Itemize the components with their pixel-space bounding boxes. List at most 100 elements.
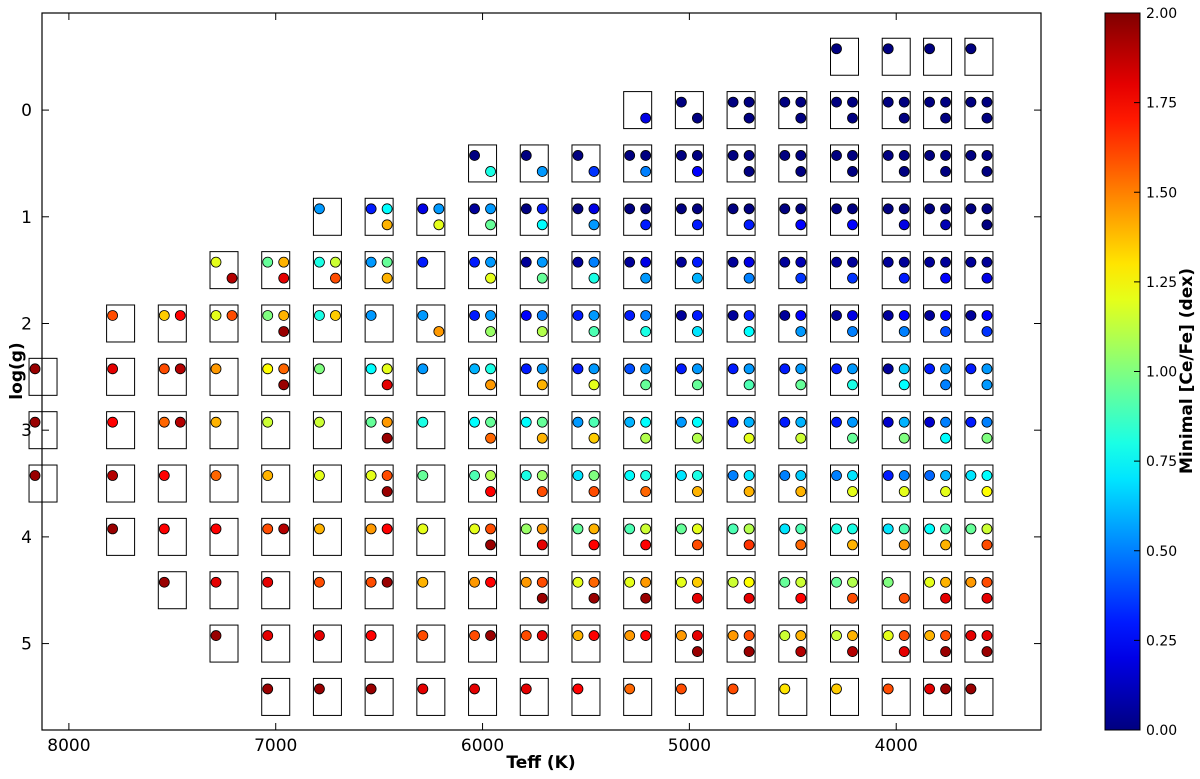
dot xyxy=(795,523,807,535)
dot xyxy=(743,646,755,657)
cell-box xyxy=(674,464,704,503)
cell-box xyxy=(28,411,58,450)
colorbar-tick-label: 1.50 xyxy=(1146,185,1177,201)
dot xyxy=(330,272,341,284)
dot xyxy=(981,630,993,641)
dot xyxy=(727,470,739,481)
dot xyxy=(743,523,755,535)
dot xyxy=(588,630,600,641)
dot xyxy=(640,470,652,481)
dot xyxy=(831,630,842,641)
cell-box xyxy=(881,571,911,610)
cell-box xyxy=(364,304,394,343)
dot xyxy=(940,630,951,641)
cell-box xyxy=(674,411,704,450)
dot xyxy=(898,592,910,604)
cell-box xyxy=(261,677,291,716)
dot xyxy=(314,630,325,641)
cell-box xyxy=(830,37,860,76)
dot xyxy=(691,646,703,657)
cell-box xyxy=(519,304,549,343)
cell-box xyxy=(830,357,860,396)
dot xyxy=(831,43,842,55)
dot xyxy=(743,379,755,391)
dot xyxy=(381,379,393,391)
dot xyxy=(536,576,548,588)
cell-box xyxy=(364,357,394,396)
dot xyxy=(940,166,951,177)
dot xyxy=(262,523,274,535)
dot xyxy=(520,203,532,215)
cell-box xyxy=(726,464,756,503)
dot xyxy=(210,363,222,375)
dot xyxy=(433,326,445,337)
cell-box xyxy=(209,411,239,450)
dot xyxy=(795,363,807,375)
dot xyxy=(417,683,429,695)
cell-box xyxy=(923,251,953,290)
cell-box xyxy=(881,304,911,343)
cell-box xyxy=(964,251,994,290)
dot xyxy=(831,203,842,215)
dot xyxy=(727,310,739,321)
dot xyxy=(981,523,993,535)
dot xyxy=(924,310,935,321)
dot xyxy=(520,630,532,641)
dot xyxy=(981,96,993,108)
dot xyxy=(314,363,325,375)
dot xyxy=(743,592,755,604)
dot xyxy=(691,486,703,497)
dot xyxy=(588,326,600,337)
dot xyxy=(795,486,807,497)
dot xyxy=(520,310,532,321)
dot xyxy=(588,539,600,551)
dot xyxy=(588,272,600,284)
cell-box xyxy=(726,91,756,130)
dot xyxy=(640,576,652,588)
dot xyxy=(417,310,429,321)
x-tick-label: 8000 xyxy=(47,736,90,756)
dot xyxy=(898,432,910,444)
dot xyxy=(743,112,755,124)
dot xyxy=(924,523,935,535)
dot xyxy=(365,310,377,321)
dot xyxy=(314,470,325,481)
dot xyxy=(520,470,532,481)
dot xyxy=(469,363,480,375)
dot xyxy=(981,646,993,657)
dot xyxy=(898,416,910,428)
dot xyxy=(847,470,858,481)
dot xyxy=(965,416,977,428)
cell-box xyxy=(726,357,756,396)
cell-box xyxy=(364,251,394,290)
cell-box xyxy=(830,411,860,450)
cell-box xyxy=(623,571,653,610)
dot xyxy=(675,576,687,588)
dot xyxy=(795,96,807,108)
dot xyxy=(847,112,858,124)
dot xyxy=(981,416,993,428)
dot xyxy=(691,379,703,391)
cell-box xyxy=(312,411,342,450)
dot xyxy=(365,203,377,215)
cell-box xyxy=(571,624,601,663)
dot xyxy=(469,256,480,268)
dot xyxy=(485,363,496,375)
cell-box xyxy=(674,251,704,290)
cell-box xyxy=(778,571,808,610)
cell-box xyxy=(571,411,601,450)
cell-box xyxy=(312,624,342,663)
dot xyxy=(107,363,118,375)
dot xyxy=(536,272,548,284)
colorbar-tick-label: 0.75 xyxy=(1146,454,1177,470)
dot xyxy=(158,470,170,481)
x-axis-title: Teff (K) xyxy=(506,753,575,773)
dot xyxy=(898,219,910,231)
dot xyxy=(640,363,652,375)
cell-box xyxy=(312,517,342,556)
dot xyxy=(795,166,807,177)
dot xyxy=(485,486,496,497)
dot xyxy=(381,470,393,481)
cell-box xyxy=(726,677,756,716)
dot xyxy=(536,416,548,428)
